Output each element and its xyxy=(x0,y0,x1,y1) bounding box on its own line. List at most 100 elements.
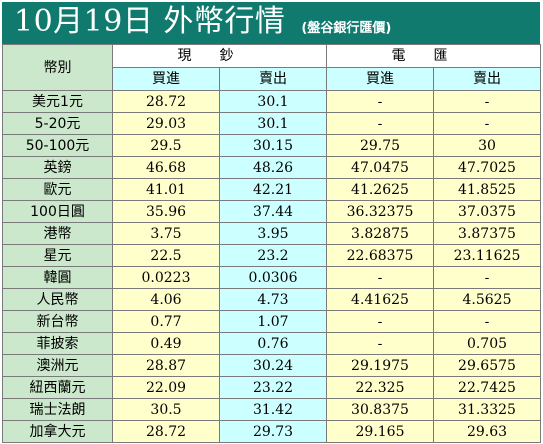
cash-sell-rate: 1.07 xyxy=(219,310,327,333)
wire-sell-rate: 29.6575 xyxy=(433,354,541,377)
cash-buy-rate: 28.72 xyxy=(112,90,220,113)
cash-buy-rate: 0.49 xyxy=(112,332,220,355)
currency-name: 50-100元 xyxy=(2,134,113,157)
wire-buy-rate: 4.41625 xyxy=(326,288,434,311)
cash-sell-rate: 30.1 xyxy=(219,90,327,113)
table-row: 歐元 41.01 42.21 41.2625 41.8525 xyxy=(2,178,541,201)
table-row: 瑞士法朗 30.5 31.42 30.8375 31.3325 xyxy=(2,398,541,421)
wire-sell-rate: 47.7025 xyxy=(433,156,541,179)
table-row: 100日圓 35.96 37.44 36.32375 37.0375 xyxy=(2,200,541,223)
table-row: 美元1元 28.72 30.1 - - xyxy=(2,90,541,113)
column-header-cash-buy: 買進 xyxy=(112,67,220,91)
cash-buy-rate: 28.87 xyxy=(112,354,220,377)
cash-buy-rate: 28.72 xyxy=(112,420,220,443)
cash-sell-rate: 30.15 xyxy=(219,134,327,157)
column-group-cash: 現鈔 xyxy=(112,44,327,68)
wire-sell-rate: 23.11625 xyxy=(433,244,541,267)
wire-buy-rate: - xyxy=(326,310,434,333)
cash-buy-rate: 30.5 xyxy=(112,398,220,421)
wire-buy-rate: 3.82875 xyxy=(326,222,434,245)
cash-buy-rate: 22.5 xyxy=(112,244,220,267)
wire-sell-rate: - xyxy=(433,266,541,289)
cash-sell-rate: 3.95 xyxy=(219,222,327,245)
currency-name: 紐西蘭元 xyxy=(2,376,113,399)
wire-sell-rate: 29.63 xyxy=(433,420,541,443)
wire-sell-rate: - xyxy=(433,112,541,135)
currency-name: 星元 xyxy=(2,244,113,267)
table-row: 5-20元 29.03 30.1 - - xyxy=(2,112,541,135)
cash-sell-rate: 42.21 xyxy=(219,178,327,201)
table-row: 港幣 3.75 3.95 3.82875 3.87375 xyxy=(2,222,541,245)
exchange-rate-table: 幣別 現鈔 電匯 買進 賣出 買進 賣出 美元1元 28.72 30.1 - -… xyxy=(2,44,541,443)
wire-sell-rate: 31.3325 xyxy=(433,398,541,421)
wire-sell-rate: 37.0375 xyxy=(433,200,541,223)
wire-buy-rate: 29.1975 xyxy=(326,354,434,377)
cash-sell-rate: 29.73 xyxy=(219,420,327,443)
table-row: 英鎊 46.68 48.26 47.0475 47.7025 xyxy=(2,156,541,179)
table-row: 新台幣 0.77 1.07 - - xyxy=(2,310,541,333)
wire-sell-rate: - xyxy=(433,90,541,113)
table-row: 韓圓 0.0223 0.0306 - - xyxy=(2,266,541,289)
table-header-row-groups: 幣別 現鈔 電匯 xyxy=(2,44,541,91)
table-row: 50-100元 29.5 30.15 29.75 30 xyxy=(2,134,541,157)
wire-buy-rate: 29.75 xyxy=(326,134,434,157)
table-header-row-subcolumns: 買進 賣出 買進 賣出 xyxy=(3,67,541,91)
wire-buy-rate: 22.68375 xyxy=(326,244,434,267)
wire-sell-rate: 3.87375 xyxy=(433,222,541,245)
cash-buy-rate: 35.96 xyxy=(112,200,220,223)
currency-name: 瑞士法朗 xyxy=(2,398,113,421)
cash-sell-rate: 4.73 xyxy=(219,288,327,311)
table-row: 加拿大元 28.72 29.73 29.165 29.63 xyxy=(2,420,541,443)
wire-buy-rate: 41.2625 xyxy=(326,178,434,201)
column-header-wire-sell: 賣出 xyxy=(433,67,541,91)
cash-buy-rate: 46.68 xyxy=(112,156,220,179)
currency-name: 美元1元 xyxy=(2,90,113,113)
cash-buy-rate: 3.75 xyxy=(112,222,220,245)
column-group-wire: 電匯 xyxy=(326,44,541,68)
column-header-cash-sell: 賣出 xyxy=(219,67,327,91)
cash-sell-rate: 30.24 xyxy=(219,354,327,377)
cash-buy-rate: 4.06 xyxy=(112,288,220,311)
currency-name: 5-20元 xyxy=(2,112,113,135)
wire-buy-rate: - xyxy=(326,266,434,289)
cash-sell-rate: 23.2 xyxy=(219,244,327,267)
currency-name: 歐元 xyxy=(2,178,113,201)
wire-buy-rate: 30.8375 xyxy=(326,398,434,421)
wire-sell-rate: 4.5625 xyxy=(433,288,541,311)
wire-sell-rate: 22.7425 xyxy=(433,376,541,399)
wire-sell-rate: - xyxy=(433,310,541,333)
cash-sell-rate: 37.44 xyxy=(219,200,327,223)
table-row: 澳洲元 28.87 30.24 29.1975 29.6575 xyxy=(2,354,541,377)
table-row: 人民幣 4.06 4.73 4.41625 4.5625 xyxy=(2,288,541,311)
wire-buy-rate: 29.165 xyxy=(326,420,434,443)
cash-sell-rate: 31.42 xyxy=(219,398,327,421)
column-header-wire-buy: 買進 xyxy=(326,67,434,91)
wire-buy-rate: 22.325 xyxy=(326,376,434,399)
currency-name: 菲披索 xyxy=(2,332,113,355)
currency-name: 韓圓 xyxy=(2,266,113,289)
table-row: 紐西蘭元 22.09 23.22 22.325 22.7425 xyxy=(2,376,541,399)
wire-sell-rate: 30 xyxy=(433,134,541,157)
currency-name: 澳洲元 xyxy=(2,354,113,377)
cash-sell-rate: 0.76 xyxy=(219,332,327,355)
title-banner: 10月19日 外幣行情 (盤谷銀行匯價) xyxy=(2,2,540,44)
column-header-currency: 幣別 xyxy=(2,44,113,91)
wire-sell-rate: 41.8525 xyxy=(433,178,541,201)
wire-sell-rate: 0.705 xyxy=(433,332,541,355)
cash-buy-rate: 0.77 xyxy=(112,310,220,333)
cash-buy-rate: 29.03 xyxy=(112,112,220,135)
currency-name: 100日圓 xyxy=(2,200,113,223)
wire-buy-rate: - xyxy=(326,112,434,135)
cash-sell-rate: 23.22 xyxy=(219,376,327,399)
currency-name: 新台幣 xyxy=(2,310,113,333)
currency-name: 人民幣 xyxy=(2,288,113,311)
page-title: 10月19日 外幣行情 xyxy=(14,4,286,39)
table-row: 菲披索 0.49 0.76 - 0.705 xyxy=(2,332,541,355)
currency-name: 港幣 xyxy=(2,222,113,245)
table-row: 星元 22.5 23.2 22.68375 23.11625 xyxy=(2,244,541,267)
currency-name: 英鎊 xyxy=(2,156,113,179)
wire-buy-rate: - xyxy=(326,332,434,355)
bank-source-label: (盤谷銀行匯價) xyxy=(301,21,392,36)
wire-buy-rate: - xyxy=(326,90,434,113)
currency-name: 加拿大元 xyxy=(2,420,113,443)
